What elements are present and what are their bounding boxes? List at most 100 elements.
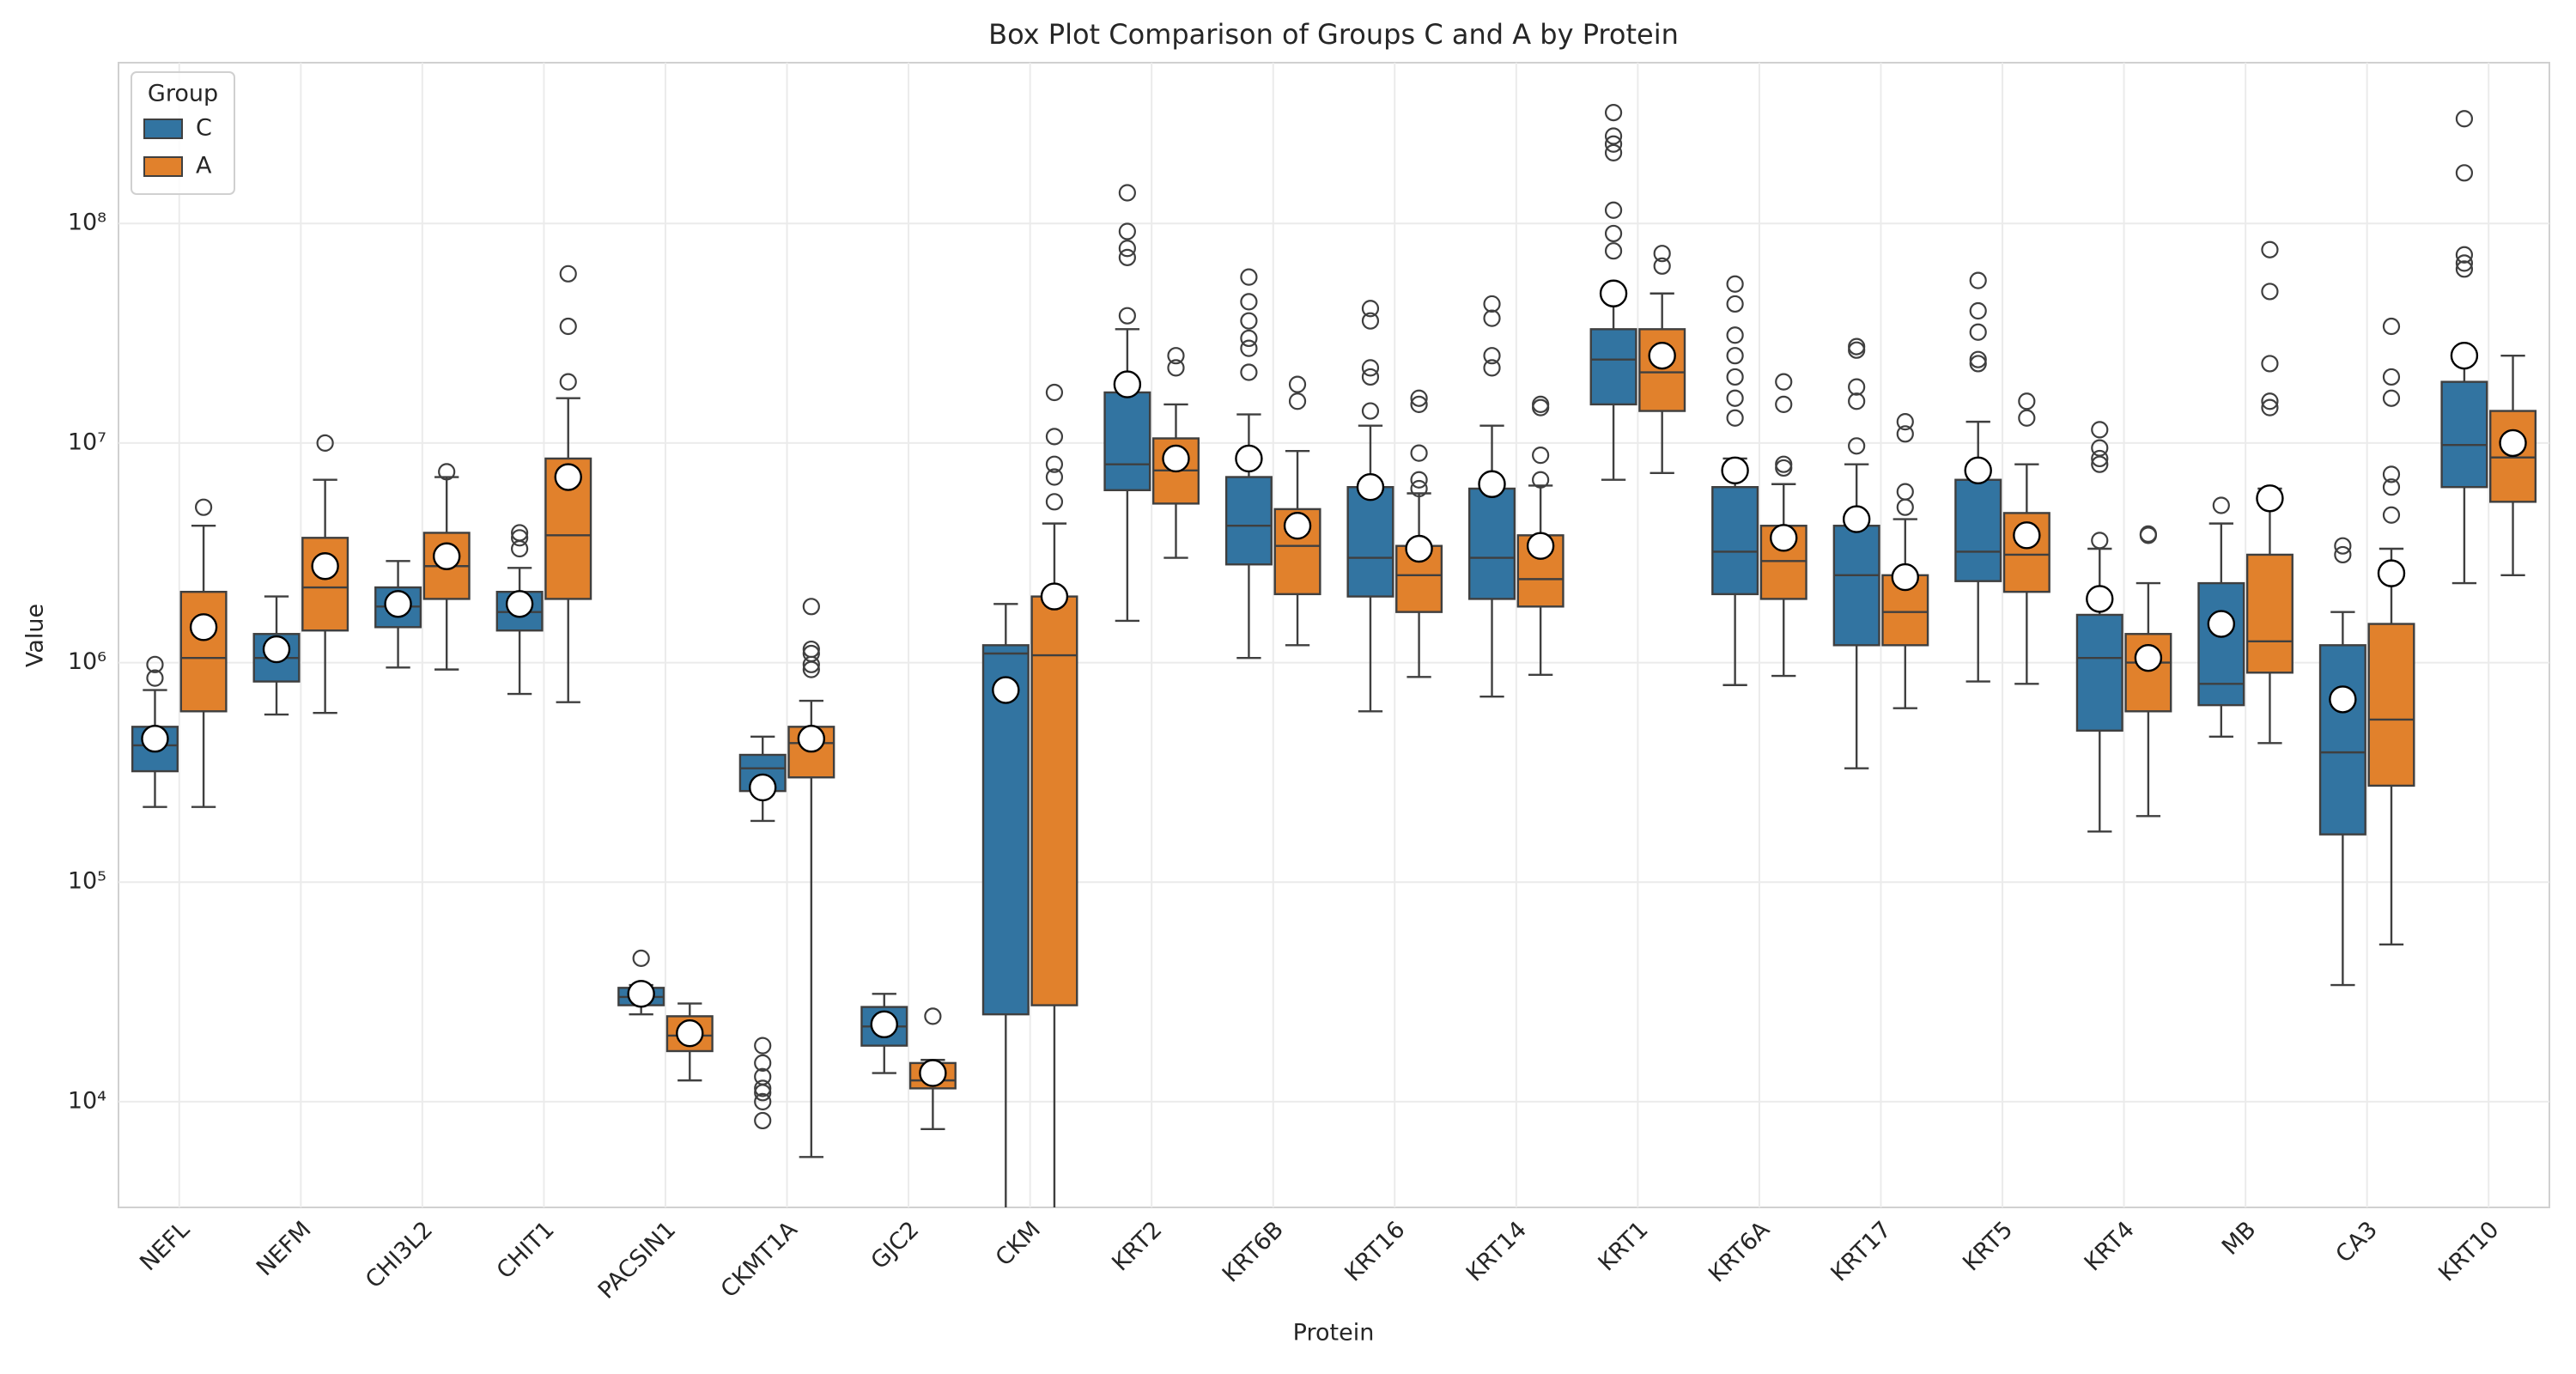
mean-marker	[262, 635, 291, 664]
mean-marker	[676, 1018, 704, 1048]
mean-marker	[1648, 341, 1676, 370]
outlier	[802, 640, 820, 659]
outlier	[2382, 368, 2401, 386]
box	[1224, 476, 1273, 566]
mean-marker	[1356, 473, 1385, 502]
outlier	[924, 1007, 942, 1025]
mean-marker	[2086, 585, 2114, 613]
outlier	[1240, 268, 1258, 286]
mean-marker	[1526, 532, 1555, 560]
outlier	[2091, 421, 2109, 439]
outlier	[1896, 483, 1914, 501]
outlier	[1483, 309, 1501, 327]
outlier	[2261, 398, 2279, 416]
mean-marker	[1721, 456, 1749, 485]
outlier	[2261, 392, 2279, 410]
outlier	[1969, 323, 1987, 341]
box	[2075, 613, 2123, 732]
grid	[118, 63, 2549, 1207]
outlier	[1167, 347, 1185, 365]
mean-marker	[505, 590, 534, 618]
y-tick-label: 10⁵	[68, 868, 106, 895]
box	[301, 537, 349, 632]
outlier	[1726, 275, 1744, 293]
outlier	[1288, 392, 1307, 410]
outlier	[2455, 246, 2474, 264]
outlier	[1118, 240, 1136, 258]
outlier	[1483, 359, 1501, 377]
mean-marker	[1283, 512, 1312, 540]
mean-marker	[2134, 643, 2163, 672]
outlier	[2382, 389, 2401, 407]
mean-marker	[992, 676, 1020, 704]
x-tick-label: KRT17	[1826, 1216, 1896, 1286]
outlier	[1045, 383, 1064, 402]
mean-marker	[432, 542, 461, 570]
outlier	[2091, 439, 2109, 457]
plot-area	[118, 62, 2550, 1208]
outlier	[316, 434, 334, 453]
x-tick-label: KRT4	[2080, 1216, 2140, 1276]
mean-marker	[870, 1010, 898, 1039]
x-tick-label: CKMT1A	[716, 1216, 803, 1303]
legend-swatch	[143, 119, 183, 139]
outlier	[1848, 337, 1866, 356]
outlier	[1240, 363, 1258, 381]
outlier	[1848, 437, 1866, 455]
outlier	[1410, 444, 1428, 462]
y-tick-label: 10⁸	[68, 210, 106, 236]
outlier	[1726, 295, 1744, 313]
outlier	[2091, 449, 2109, 468]
mean-marker	[1770, 524, 1798, 552]
outlier	[511, 524, 529, 542]
x-tick-label: KRT14	[1461, 1216, 1532, 1286]
outlier	[438, 463, 456, 481]
outlier	[1969, 355, 1987, 373]
x-tick-label: KRT6A	[1704, 1216, 1776, 1288]
x-tick-label: MB	[2217, 1216, 2261, 1260]
box	[1030, 595, 1078, 1006]
outlier	[754, 1111, 772, 1130]
outlier	[1240, 312, 1258, 330]
outlier	[802, 598, 820, 616]
box	[1346, 486, 1394, 598]
mean-marker	[749, 773, 777, 802]
box	[2440, 380, 2488, 489]
outlier	[2455, 110, 2474, 128]
mean-marker	[797, 725, 826, 753]
outlier	[1361, 359, 1380, 377]
mean-marker	[1162, 444, 1190, 473]
outlier	[1118, 184, 1136, 202]
outlier	[1604, 201, 1623, 219]
x-tick-label: KRT10	[2433, 1216, 2504, 1286]
outlier	[1532, 471, 1550, 489]
mean-marker	[1891, 562, 1919, 592]
y-axis-label: Value	[22, 604, 49, 667]
outlier	[1361, 402, 1380, 420]
outlier	[1775, 455, 1793, 473]
outlier	[1969, 301, 1987, 320]
chart-title: Box Plot Comparison of Groups C and A by…	[988, 18, 1679, 51]
outlier	[1240, 293, 1258, 311]
outlier	[2334, 545, 2352, 564]
outlier	[2334, 537, 2352, 555]
outlier	[1361, 300, 1380, 318]
outlier	[754, 1067, 772, 1085]
outlier	[1240, 339, 1258, 357]
outlier	[1410, 471, 1428, 489]
x-axis-label: Protein	[1293, 1320, 1375, 1347]
outlier	[754, 1037, 772, 1055]
legend-swatch	[143, 156, 183, 177]
outlier	[1167, 359, 1185, 377]
outlier	[802, 644, 820, 663]
legend: Group CA	[131, 71, 235, 195]
mean-marker	[1235, 444, 1263, 473]
box	[1711, 486, 1759, 596]
x-tick-label: KRT16	[1340, 1216, 1410, 1286]
outlier	[1118, 222, 1136, 240]
legend-label: A	[196, 153, 212, 179]
outlier	[2455, 254, 2474, 272]
outlier	[1775, 395, 1793, 413]
outlier	[2139, 525, 2157, 543]
outlier	[1604, 103, 1623, 122]
